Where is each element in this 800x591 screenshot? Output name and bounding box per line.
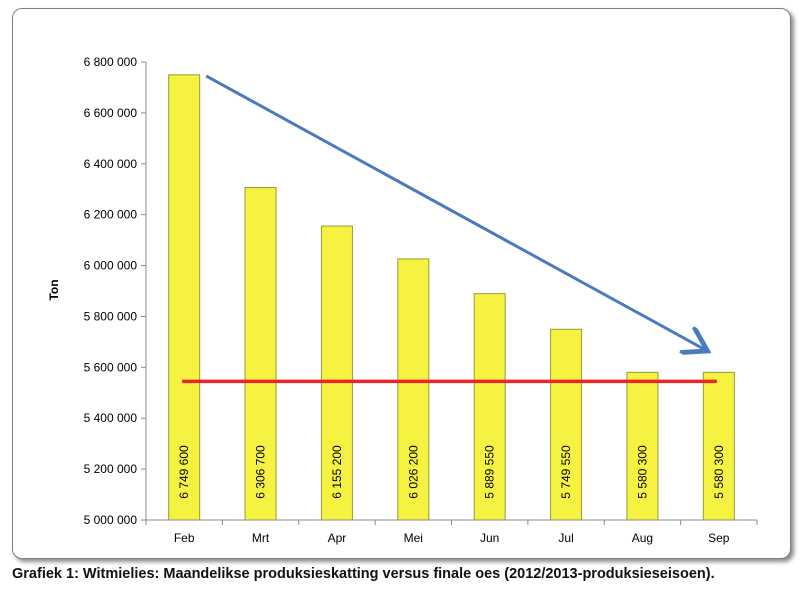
bar-value-label: 5 580 300 — [712, 445, 726, 499]
y-axis-ticks: 5 000 000 5 200 000 5 400 000 5 600 000 5 80… — [84, 55, 146, 527]
x-tick-label: Sep — [708, 531, 730, 545]
y-tick-label: 5 400 000 — [84, 411, 138, 425]
y-tick-label: 6 200 000 — [84, 208, 138, 222]
y-tick-label: 5 000 000 — [84, 513, 138, 527]
x-tick-label: Aug — [632, 531, 653, 545]
bar-value-label: 6 155 200 — [330, 445, 344, 499]
y-tick-label: 6 600 000 — [84, 106, 138, 120]
y-tick-label: 5 800 000 — [84, 309, 138, 323]
bar-value-label: 6 749 600 — [177, 445, 191, 499]
figure-caption: Grafiek 1: Witmielies: Maandelikse produ… — [12, 566, 715, 582]
x-tick-label: Jul — [558, 531, 573, 545]
bar-value-label: 5 749 550 — [559, 445, 573, 499]
y-axis-label: Ton — [47, 279, 61, 300]
x-tick-label: Mrt — [252, 531, 270, 545]
bar — [168, 74, 201, 521]
bar-value-label: 5 889 550 — [483, 445, 497, 499]
bar-value-label: 5 580 300 — [635, 445, 649, 499]
y-tick-label: 6 400 000 — [84, 157, 138, 171]
bar — [473, 293, 506, 521]
x-tick-label: Feb — [174, 531, 195, 545]
x-tick-label: Apr — [328, 531, 347, 545]
bar — [702, 371, 735, 521]
y-tick-label: 5 200 000 — [84, 462, 138, 476]
x-tick-label: Mei — [404, 531, 423, 545]
bar-value-label: 6 306 700 — [254, 445, 268, 499]
bar — [550, 328, 583, 521]
bar — [397, 258, 430, 521]
trend-arrow — [205, 74, 705, 350]
x-axis-ticks: Feb Mrt Apr Mei Jun Jul Aug Sep — [145, 520, 758, 545]
y-tick-label: 6 000 000 — [84, 259, 138, 273]
y-tick-label: 5 600 000 — [84, 360, 138, 374]
bar-value-label: 6 026 200 — [406, 445, 420, 499]
x-tick-label: Jun — [480, 531, 499, 545]
bar — [320, 225, 353, 521]
bars: 6 749 600 6 306 700 6 155 200 6 026 200 5 88… — [168, 74, 735, 521]
y-tick-label: 6 800 000 — [84, 55, 138, 69]
